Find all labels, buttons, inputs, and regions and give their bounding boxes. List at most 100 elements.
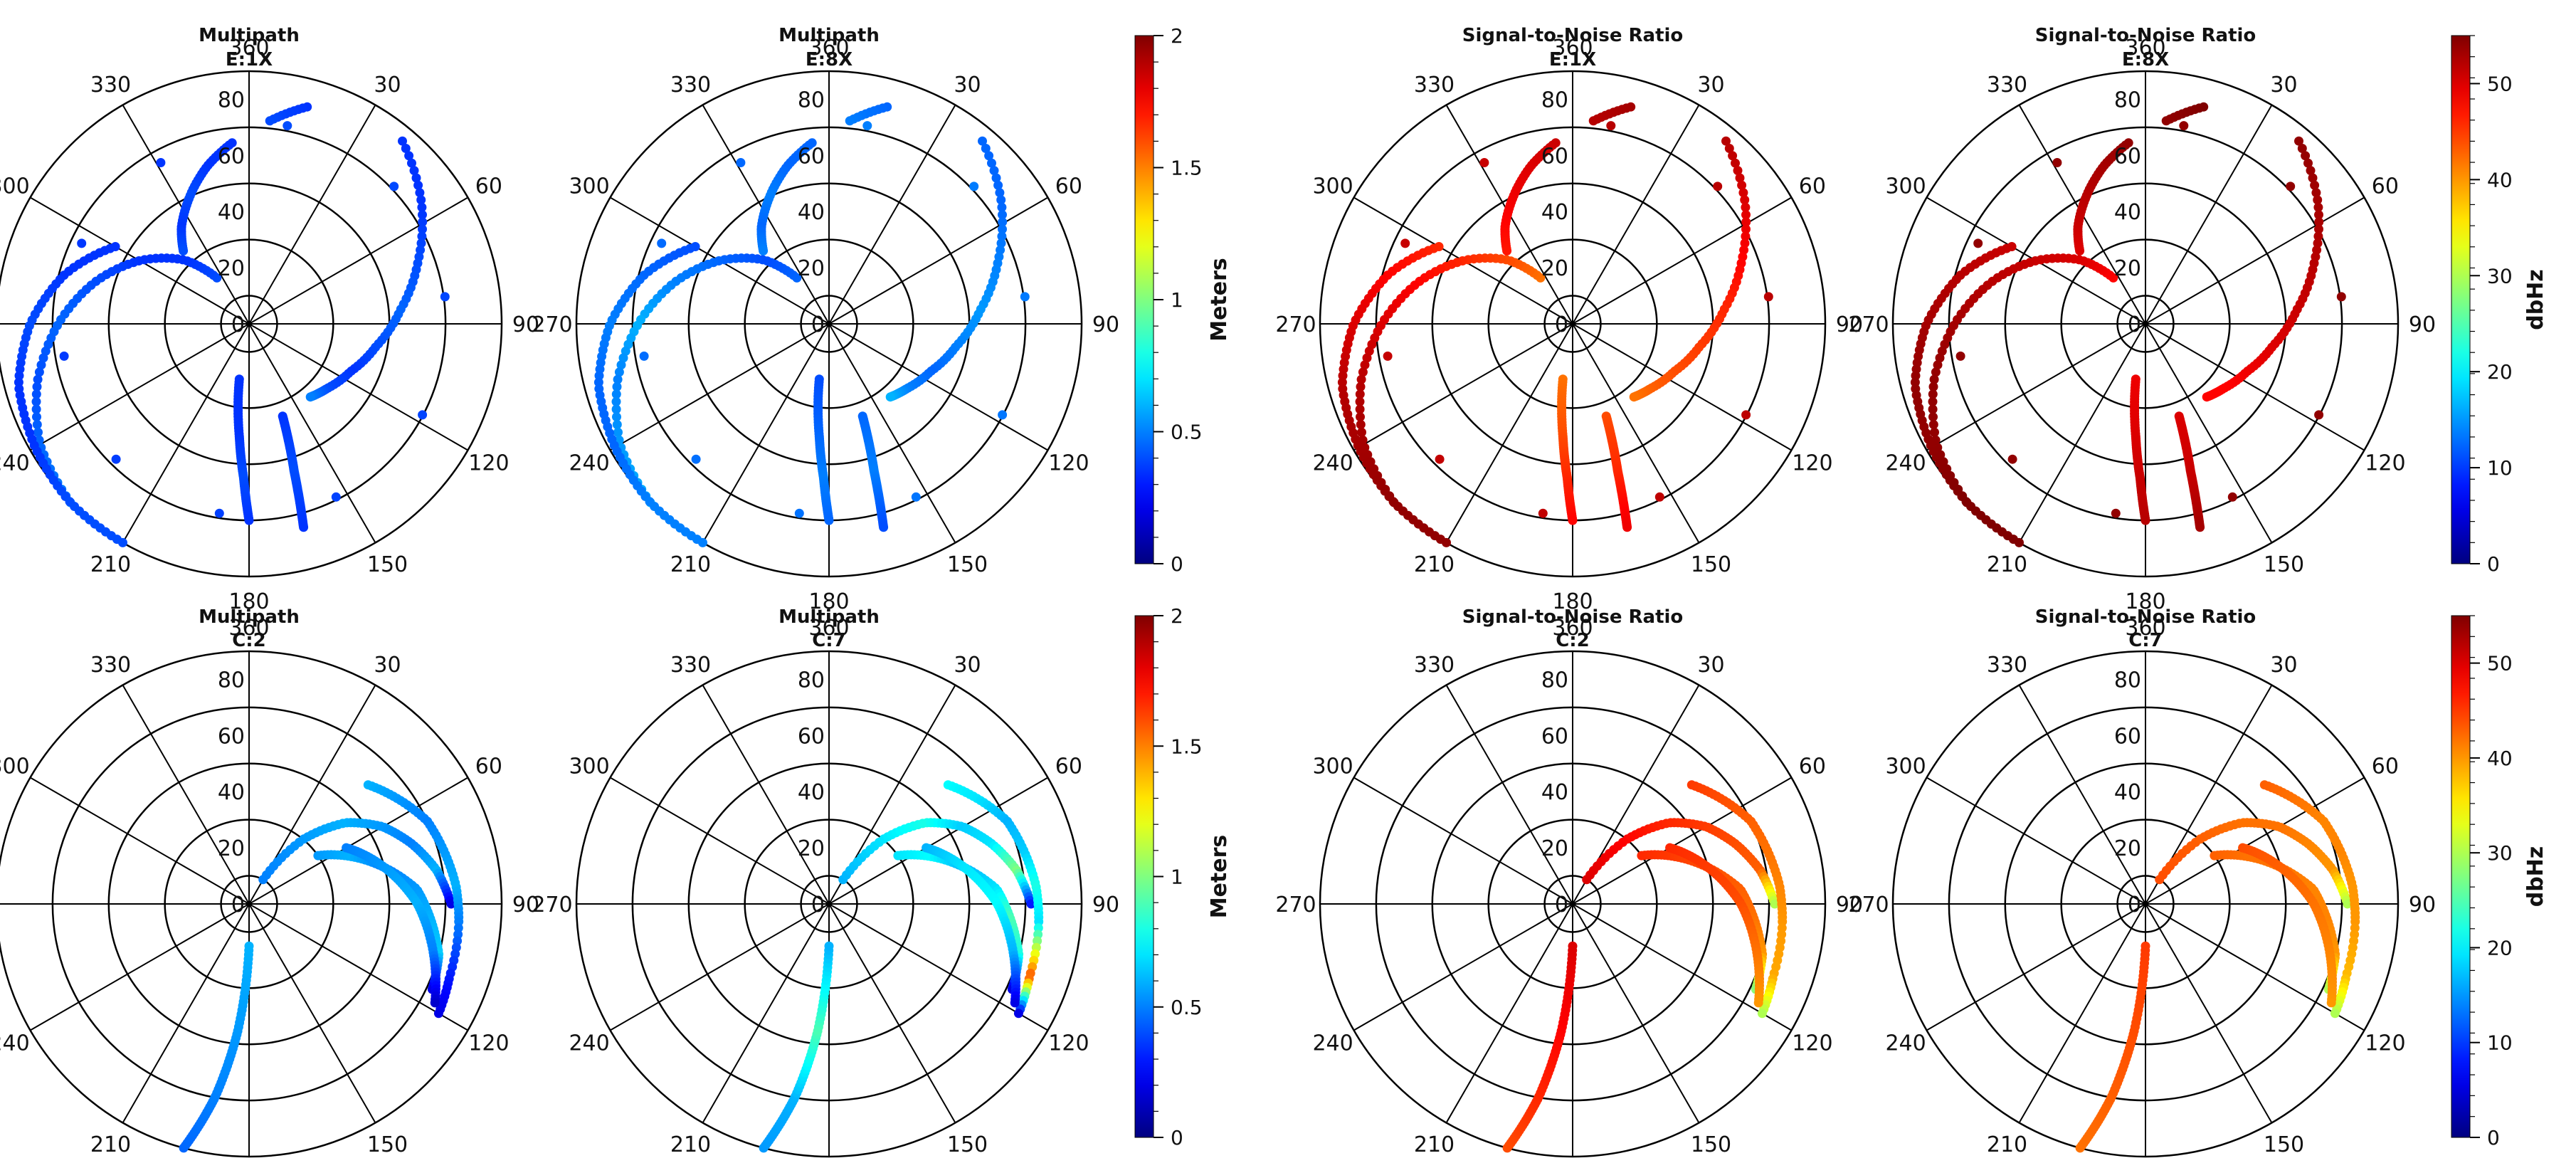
azimuth-spoke-30: [248, 105, 376, 325]
data-point-2: [1911, 371, 1921, 381]
azimuth-spoke-60: [2145, 777, 2365, 905]
data-point-1: [2310, 180, 2320, 190]
data-point-3: [2330, 1009, 2340, 1019]
azimuth-spoke-60: [1572, 777, 1792, 905]
data-point-4: [2140, 515, 2150, 525]
azimuth-spoke-210: [122, 903, 250, 1123]
data-point-3: [59, 351, 69, 361]
data-point-0: [1928, 404, 1938, 414]
data-point-1: [417, 202, 427, 212]
data-point-3: [759, 246, 769, 256]
elevation-label-40: 40: [218, 200, 245, 225]
chart-title: Signal-to-Noise Ratio: [2035, 25, 2256, 46]
data-point-1: [417, 231, 427, 241]
data-point-3: [1757, 1009, 1767, 1019]
data-point-1: [1733, 166, 1743, 176]
data-point-3: [1763, 292, 1773, 302]
data-point-3: [969, 181, 979, 191]
chart-title: Multipath: [199, 606, 300, 628]
elevation-label-40: 40: [1541, 780, 1568, 805]
azimuth-label-360: 360: [1552, 616, 1593, 641]
azimuth-label-210: 210: [90, 1132, 131, 1157]
elevation-label-20: 20: [218, 256, 245, 281]
data-point-3: [1588, 116, 1598, 126]
data-point-1: [984, 151, 994, 161]
data-point-1: [998, 217, 1008, 227]
azimuth-label-330: 330: [90, 73, 131, 98]
colorbar-tick-label-0.5: 0.5: [1171, 996, 1203, 1019]
data-point-0: [1355, 404, 1365, 414]
data-point-1: [1026, 899, 1036, 909]
data-point-3: [156, 158, 166, 167]
data-point-1: [1741, 210, 1751, 220]
azimuth-spoke-120: [828, 903, 1048, 1031]
data-point-0: [1362, 353, 1372, 363]
azimuth-label-150: 150: [367, 1132, 408, 1157]
elevation-label-60: 60: [218, 724, 245, 749]
azimuth-label-360: 360: [2125, 616, 2165, 641]
azimuth-label-300: 300: [0, 754, 30, 779]
data-point-0: [616, 360, 626, 370]
data-point-0: [1929, 374, 1939, 384]
chart-title: Multipath: [778, 25, 880, 46]
data-point-0: [32, 382, 42, 391]
azimuth-label-300: 300: [569, 174, 609, 199]
colorbar-tick-label-40: 40: [2487, 747, 2513, 770]
azimuth-label-150: 150: [1691, 1132, 1731, 1157]
data-point-3: [2161, 116, 2171, 126]
azimuth-label-300: 300: [569, 754, 609, 779]
data-point-1: [1728, 151, 1738, 161]
colorbar-tick-label-20: 20: [2487, 360, 2513, 384]
elevation-label-20: 20: [2114, 836, 2141, 861]
elevation-label-60: 60: [2114, 144, 2141, 169]
azimuth-label-120: 120: [1048, 1031, 1089, 1056]
data-point-1: [2311, 188, 2321, 198]
data-point-3: [418, 410, 428, 420]
data-point-1: [997, 202, 1007, 212]
data-point-5: [879, 522, 889, 532]
data-point-0: [612, 382, 622, 391]
azimuth-label-60: 60: [2372, 754, 2399, 779]
data-point-3: [2111, 508, 2121, 518]
azimuth-label-240: 240: [1312, 451, 1353, 476]
elevation-label-80: 80: [798, 668, 825, 693]
data-point-3: [1383, 351, 1393, 361]
polar-chart-6: Signal-to-Noise RatioC:23603060901201501…: [1275, 606, 1863, 1158]
data-point-1: [1724, 144, 1734, 153]
data-point-4: [430, 998, 440, 1008]
data-point-4: [1568, 515, 1578, 525]
data-point-1: [2314, 224, 2323, 234]
data-point-1: [2202, 392, 2212, 402]
data-point-2: [118, 537, 127, 547]
azimuth-spoke-210: [122, 323, 250, 543]
data-point-3: [862, 121, 872, 131]
chart-subtitle: E:1X: [226, 49, 273, 70]
azimuth-label-120: 120: [2365, 451, 2405, 476]
colorbar-label: dbHz: [2523, 846, 2548, 907]
azimuth-spoke-300: [30, 777, 250, 905]
azimuth-spoke-240: [30, 903, 250, 1031]
data-point-0: [1356, 412, 1365, 422]
azimuth-label-300: 300: [1885, 174, 1926, 199]
elevation-label-0: 0: [231, 893, 245, 917]
data-point-1: [1741, 217, 1751, 227]
data-point-4: [1753, 998, 1763, 1008]
azimuth-label-240: 240: [0, 1031, 30, 1056]
azimuth-label-90: 90: [1092, 312, 1119, 337]
data-point-2: [698, 537, 707, 547]
data-point-1: [305, 392, 315, 402]
data-point-0: [1357, 427, 1366, 437]
data-point-1: [2294, 136, 2303, 146]
data-point-0: [612, 412, 621, 422]
data-point-4: [824, 515, 834, 525]
azimuth-spoke-240: [1926, 903, 2146, 1031]
azimuth-label-360: 360: [228, 616, 269, 641]
data-point-3: [77, 238, 87, 248]
data-point-2: [594, 371, 604, 381]
azimuth-label-90: 90: [2409, 312, 2436, 337]
chart-subtitle: E:8X: [806, 49, 852, 70]
elevation-label-20: 20: [1541, 256, 1568, 281]
data-point-0: [1356, 374, 1366, 384]
data-point-3: [1479, 158, 1489, 167]
